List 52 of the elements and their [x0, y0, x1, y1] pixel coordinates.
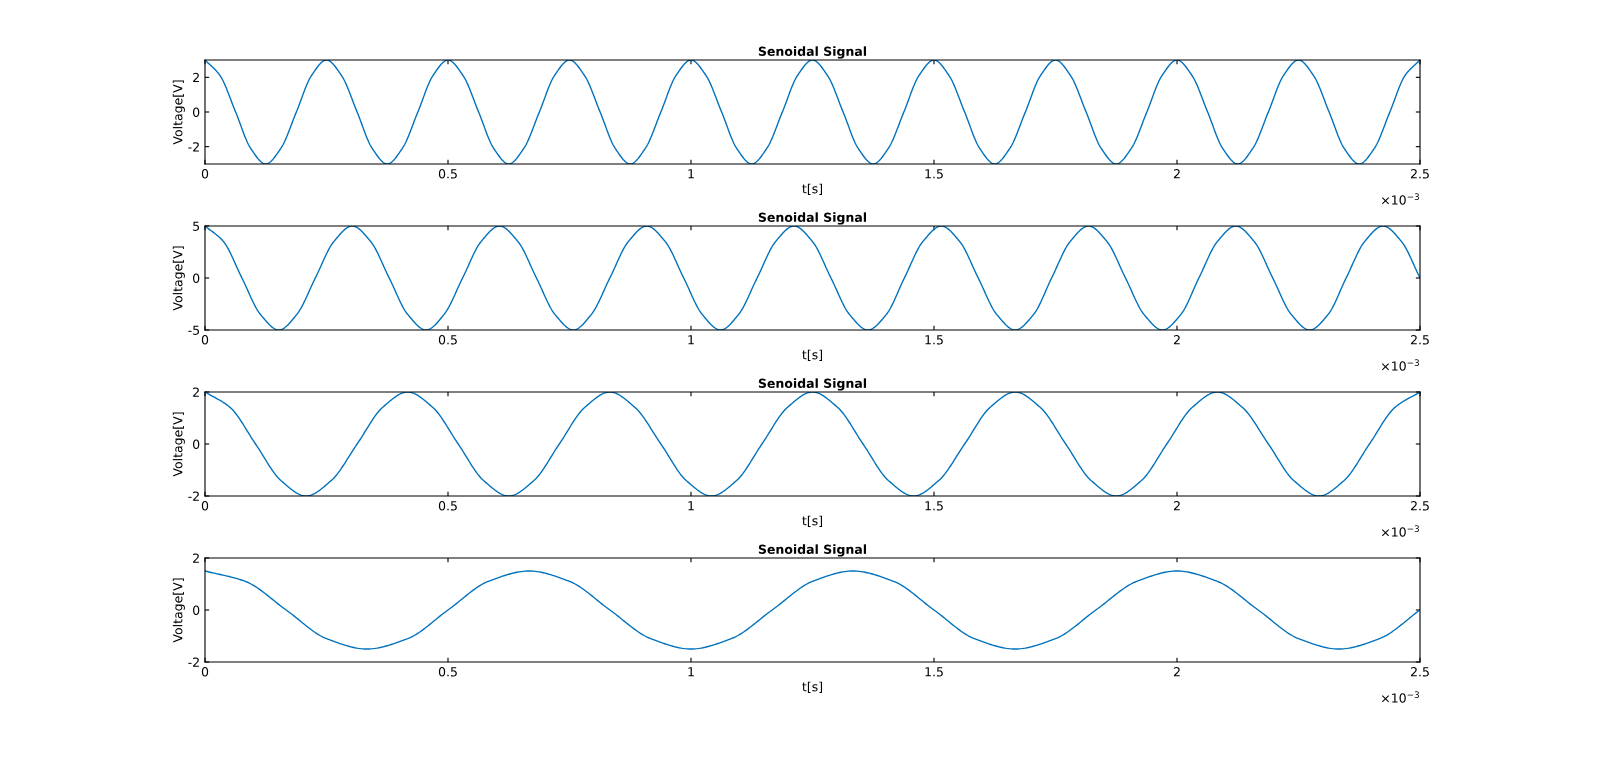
y-axis-title: Voltage[V] — [172, 578, 185, 643]
x-tick-label: 2 — [1173, 501, 1180, 511]
x-axis-title: t[s] — [802, 681, 823, 693]
text: ×10$^{−3}$ — [1381, 691, 1419, 703]
x-tick-label: 0.5 — [438, 169, 457, 179]
x-tick-label: 1 — [688, 169, 694, 179]
x-tick-label: 1 — [688, 335, 694, 345]
x-tick-label: 1 — [688, 667, 694, 677]
y-tick-label: 0 — [193, 605, 200, 615]
x-tick-label: 2 — [1173, 335, 1180, 345]
chart-title: Senoidal Signal — [758, 378, 867, 391]
x-tick-label: 0.5 — [438, 335, 457, 345]
x-tick-label: 0 — [201, 501, 209, 511]
x-axis-title: t[s] — [802, 515, 823, 527]
x-tick-label: 0.5 — [438, 501, 457, 511]
y-axis-title: Voltage[V] — [172, 246, 185, 311]
x-tick-label: 0 — [201, 667, 209, 677]
x-tick-label: 0.5 — [438, 667, 457, 677]
text: ×10$^{−3}$ — [1381, 525, 1419, 537]
y-axis-title: Voltage[V] — [172, 80, 185, 145]
y-axis-title: Voltage[V] — [172, 412, 185, 477]
y-tick-label: 0 — [193, 439, 200, 449]
x-tick-label: 2 — [1173, 169, 1180, 179]
y-tick-label: 0 — [193, 107, 200, 117]
y-tick-label: -2 — [188, 491, 199, 501]
chart-title: Senoidal Signal — [758, 212, 867, 225]
text: ×10$^{−3}$ — [1381, 359, 1419, 371]
y-tick-label: -2 — [188, 142, 199, 152]
x-tick-label: 0 — [201, 335, 209, 345]
y-tick-label: 2 — [193, 553, 199, 563]
x-tick-label: 2 — [1173, 667, 1180, 677]
text: ×10$^{−3}$ — [1381, 193, 1419, 205]
x-tick-label: 1.5 — [925, 169, 943, 179]
x-tick-label: 2.5 — [1410, 667, 1429, 677]
chart-title: Senoidal Signal — [758, 544, 867, 557]
x-tick-label: 2.5 — [1410, 169, 1429, 179]
x-axis-title: t[s] — [802, 349, 823, 361]
x-tick-label: 2.5 — [1410, 335, 1429, 345]
y-tick-label: -5 — [188, 325, 200, 335]
x-tick-label: 1.5 — [925, 667, 943, 677]
x-axis-title: t[s] — [802, 183, 823, 195]
y-tick-label: 2 — [193, 72, 199, 83]
x-tick-label: 1 — [688, 501, 694, 511]
x-tick-label: 1.5 — [925, 501, 943, 511]
chart-title: Senoidal Signal — [758, 46, 867, 59]
y-tick-label: 2 — [193, 387, 199, 397]
x-tick-label: 1.5 — [925, 335, 943, 345]
y-tick-label: 5 — [193, 221, 200, 231]
x-tick-label: 0 — [201, 169, 209, 179]
y-tick-label: -2 — [188, 657, 199, 667]
x-tick-label: 2.5 — [1410, 501, 1429, 511]
y-tick-label: 0 — [193, 273, 200, 283]
